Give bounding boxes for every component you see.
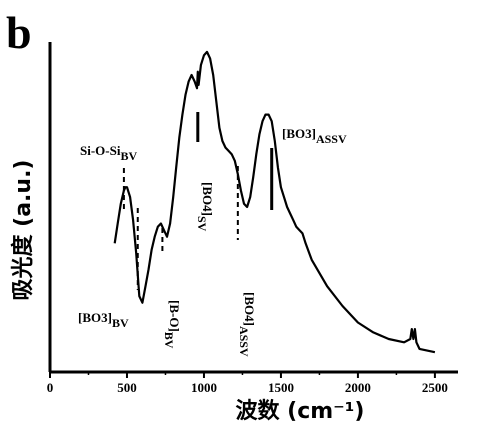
annotation-label: Si-O-SiBV bbox=[80, 143, 137, 163]
panel-label: b bbox=[6, 7, 32, 58]
x-tick-label: 2000 bbox=[345, 380, 371, 395]
peak-annotations: Si-O-SiBV [BO3]BV [B-O]BV [BO4]SV [BO4]ASSV [… bbox=[78, 112, 347, 357]
x-axis-title: 波数 (cm⁻¹) bbox=[236, 398, 365, 424]
annotation-label: [BO4]SV bbox=[195, 182, 215, 232]
series-line bbox=[113, 50, 436, 354]
x-tick-label: 2500 bbox=[422, 380, 448, 395]
x-tick-label: 500 bbox=[117, 380, 137, 395]
y-axis-title: 吸光度 (a.u.) bbox=[10, 160, 36, 301]
annotation-label: [B-O]BV bbox=[162, 300, 182, 349]
annotation-label: [BO4]ASSV bbox=[237, 292, 257, 357]
annotation-label: [BO3]ASSV bbox=[282, 126, 347, 146]
x-tick-label: 1000 bbox=[191, 380, 217, 395]
x-tick-label: 1500 bbox=[268, 380, 294, 395]
plot-frame bbox=[48, 42, 458, 374]
x-axis-ticks: 0 500 1000 1500 2000 2500 bbox=[47, 372, 448, 395]
x-tick-label: 0 bbox=[47, 380, 54, 395]
annotation-label: [BO3]BV bbox=[78, 310, 129, 330]
